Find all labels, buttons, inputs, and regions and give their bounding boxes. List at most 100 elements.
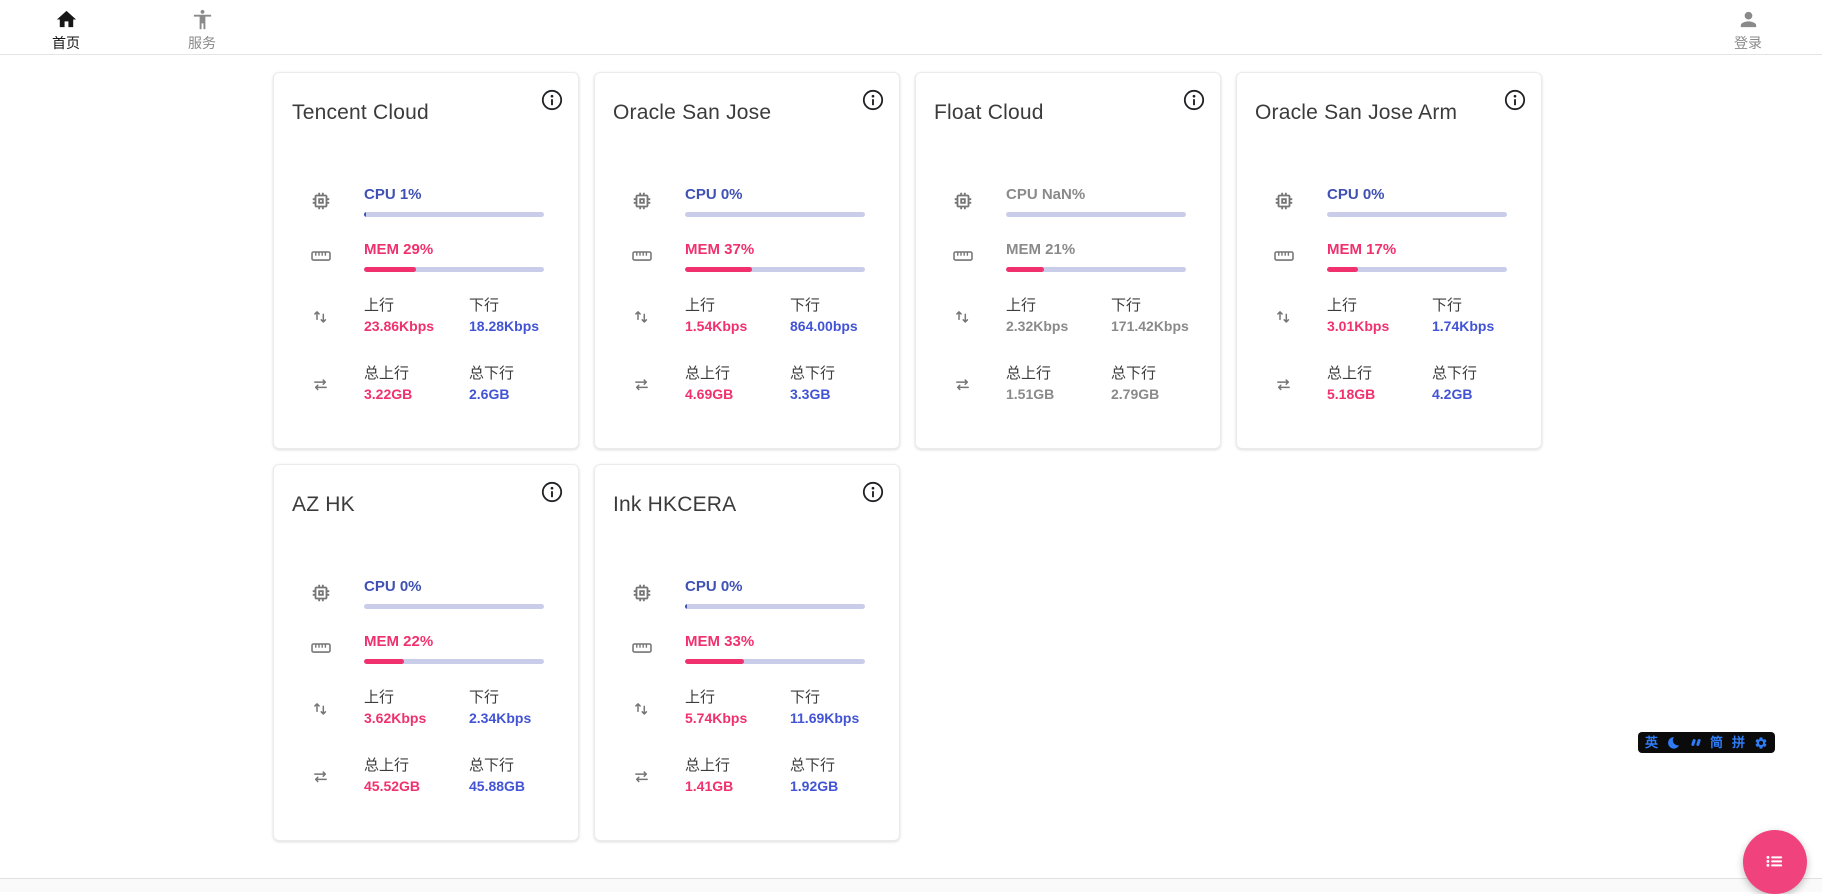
total-uplink-value: 3.22GB: [364, 386, 413, 402]
info-icon[interactable]: [539, 480, 565, 506]
nav-item-services[interactable]: 服务: [170, 0, 234, 53]
ime-simplified-mode[interactable]: 简: [1710, 735, 1724, 750]
mem-row: MEM 21%: [952, 240, 1186, 272]
total-downlink-value: 1.92GB: [790, 778, 839, 794]
network-speed-row: 上行 2.32Kbps 下行 171.42Kbps: [952, 295, 1189, 337]
mem-progress-bar: [1327, 267, 1507, 272]
swap-arrows-icon: [631, 766, 653, 787]
downlink-value: 11.69Kbps: [790, 710, 860, 726]
network-speed-row: 上行 3.62Kbps 下行 2.34Kbps: [310, 687, 544, 729]
ime-toolbar: 英 简 拼: [1638, 732, 1776, 753]
downlink-label: 下行: [469, 297, 500, 314]
total-uplink-label: 总上行: [364, 757, 410, 774]
server-stats: CPU 0% MEM 17%: [1273, 185, 1507, 431]
server-name: Tencent Cloud: [292, 101, 429, 124]
cpu-row: CPU 1%: [310, 185, 544, 217]
server-card: Tencent Cloud CPU 1%: [273, 72, 579, 449]
info-icon[interactable]: [1502, 88, 1528, 114]
info-icon[interactable]: [860, 480, 886, 506]
total-downlink-value: 2.79GB: [1111, 386, 1160, 402]
ime-pinyin-mode[interactable]: 拼: [1732, 735, 1746, 750]
network-speed-row: 上行 3.01Kbps 下行 1.74Kbps: [1273, 295, 1507, 337]
memory-ruler-icon: [952, 245, 974, 267]
total-downlink-value: 2.6GB: [469, 386, 510, 402]
cpu-usage-label: CPU NaN%: [1006, 186, 1086, 203]
mem-row: MEM 37%: [631, 240, 865, 272]
server-card: Oracle San Jose CPU 0%: [594, 72, 900, 449]
nav-item-login[interactable]: 登录: [1716, 0, 1780, 53]
footer-bar: [0, 878, 1822, 892]
gear-icon[interactable]: [1754, 736, 1768, 750]
nav-left: 首页 服务: [0, 0, 234, 53]
total-traffic-row: 总上行 1.51GB 总下行 2.79GB: [952, 363, 1186, 405]
server-stats: CPU 0% MEM 33%: [631, 577, 865, 823]
server-card: AZ HK CPU 0%: [273, 464, 579, 841]
home-icon: [55, 8, 78, 31]
cpu-progress-bar: [364, 604, 544, 609]
memory-ruler-icon: [1273, 245, 1295, 267]
total-uplink-label: 总上行: [685, 757, 731, 774]
uplink-value: 23.86Kbps: [364, 318, 435, 334]
server-card: Float Cloud CPU NaN%: [915, 72, 1221, 449]
total-downlink-label: 总下行: [469, 757, 515, 774]
up-down-arrows-icon: [310, 698, 332, 719]
total-traffic-row: 总上行 3.22GB 总下行 2.6GB: [310, 363, 544, 405]
total-downlink-label: 总下行: [1432, 365, 1478, 382]
server-name: Float Cloud: [934, 101, 1044, 124]
up-down-arrows-icon: [310, 306, 332, 327]
network-speed-row: 上行 5.74Kbps 下行 11.69Kbps: [631, 687, 865, 729]
fab-menu-button[interactable]: [1743, 830, 1807, 894]
up-down-arrows-icon: [952, 306, 974, 327]
info-icon[interactable]: [539, 88, 565, 114]
server-stats: CPU NaN% MEM 21%: [952, 185, 1189, 431]
memory-ruler-icon: [310, 245, 332, 267]
cpu-chip-icon: [310, 582, 332, 604]
downlink-value: 18.28Kbps: [469, 318, 540, 334]
server-stats: CPU 0% MEM 37%: [631, 185, 865, 431]
total-traffic-row: 总上行 1.41GB 总下行 1.92GB: [631, 755, 865, 797]
server-card: Oracle San Jose Arm CPU 0%: [1236, 72, 1542, 449]
downlink-value: 171.42Kbps: [1111, 318, 1189, 334]
downlink-value: 864.00bps: [790, 318, 858, 334]
nav-item-label: 首页: [52, 35, 80, 51]
nav-item-label: 登录: [1734, 35, 1762, 51]
uplink-value: 3.62Kbps: [364, 710, 427, 726]
total-uplink-label: 总上行: [364, 365, 410, 382]
info-icon[interactable]: [860, 88, 886, 114]
uplink-label: 上行: [364, 297, 395, 314]
cpu-usage-label: CPU 1%: [364, 186, 422, 203]
server-name: Ink HKCERA: [613, 493, 737, 516]
mem-row: MEM 33%: [631, 632, 865, 664]
cpu-chip-icon: [631, 190, 653, 212]
total-downlink-label: 总下行: [1111, 365, 1157, 382]
info-icon[interactable]: [1181, 88, 1207, 114]
total-downlink-value: 45.88GB: [469, 778, 526, 794]
downlink-label: 下行: [1111, 297, 1142, 314]
nav-item-home[interactable]: 首页: [34, 0, 98, 53]
swap-arrows-icon: [952, 374, 974, 395]
server-name: Oracle San Jose: [613, 101, 772, 124]
uplink-value: 5.74Kbps: [685, 710, 748, 726]
up-down-arrows-icon: [631, 306, 653, 327]
downlink-value: 1.74Kbps: [1432, 318, 1495, 334]
mem-row: MEM 17%: [1273, 240, 1507, 272]
ime-punctuation-mode[interactable]: [1691, 738, 1702, 747]
moon-icon[interactable]: [1667, 735, 1682, 750]
downlink-label: 下行: [790, 689, 821, 706]
mem-progress-bar: [1006, 267, 1186, 272]
total-traffic-row: 总上行 5.18GB 总下行 4.2GB: [1273, 363, 1507, 405]
cpu-chip-icon: [631, 582, 653, 604]
cpu-row: CPU 0%: [631, 577, 865, 609]
cpu-usage-label: CPU 0%: [1327, 186, 1385, 203]
uplink-value: 3.01Kbps: [1327, 318, 1390, 334]
total-uplink-label: 总上行: [685, 365, 731, 382]
uplink-label: 上行: [685, 689, 716, 706]
uplink-label: 上行: [1327, 297, 1358, 314]
ime-english-mode[interactable]: 英: [1645, 735, 1659, 750]
mem-usage-label: MEM 37%: [685, 241, 755, 258]
cpu-chip-icon: [1273, 190, 1295, 212]
list-icon: [1762, 848, 1788, 877]
memory-ruler-icon: [631, 245, 653, 267]
memory-ruler-icon: [631, 637, 653, 659]
mem-progress-bar: [685, 659, 865, 664]
